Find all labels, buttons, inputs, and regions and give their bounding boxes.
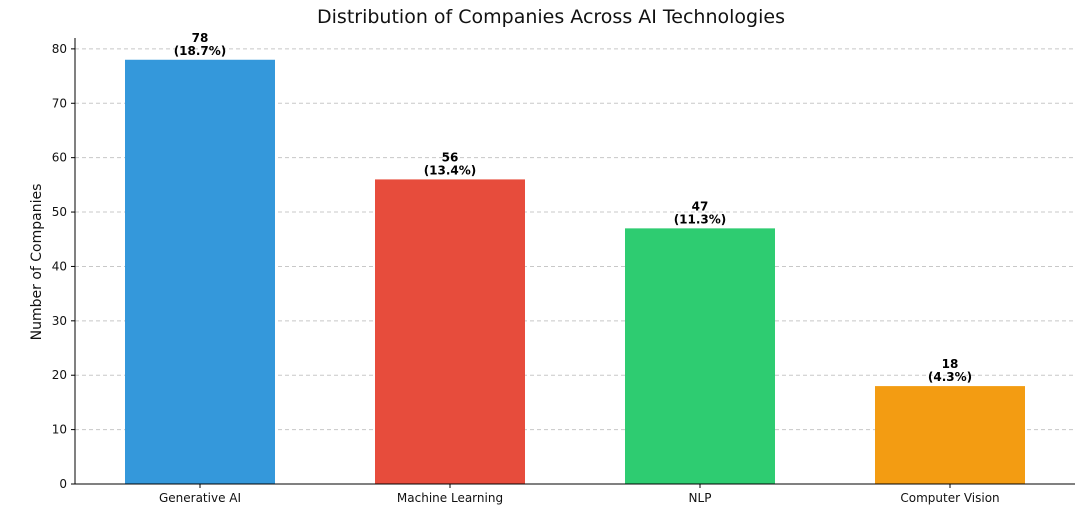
- x-tick-label: Computer Vision: [900, 491, 999, 505]
- y-tick-label: 60: [52, 151, 67, 165]
- labels: 0 10 20 30 40 50 60 70 80 78(18.7%) Generative AI 5…: [52, 31, 1000, 505]
- bar-percent-label: (4.3%): [928, 370, 972, 384]
- bar-value-label: 18: [942, 357, 959, 371]
- bar-value-label: 56: [442, 150, 459, 164]
- bars: [125, 59, 1025, 485]
- y-tick-label: 70: [52, 96, 67, 110]
- bar-generative-ai: [125, 59, 275, 484]
- y-tick-label: 40: [52, 259, 67, 273]
- bar-percent-label: (18.7%): [174, 44, 227, 58]
- x-tick-label: Generative AI: [159, 491, 241, 505]
- bar-computer-vision: [875, 386, 1025, 484]
- y-axis-label: Number of Companies: [29, 184, 45, 341]
- y-tick-label: 20: [52, 368, 67, 382]
- y-tick-label: 80: [52, 42, 67, 56]
- bar-value-label: 78: [192, 31, 209, 45]
- y-tick-label: 10: [52, 423, 67, 437]
- y-tick-label: 0: [59, 477, 67, 491]
- bar-percent-label: (11.3%): [674, 212, 727, 226]
- bar-machine-learning: [375, 179, 525, 485]
- bar-value-label: 47: [692, 199, 709, 213]
- gridlines: [75, 48, 1075, 431]
- axes: [71, 38, 1075, 488]
- bar-nlp: [625, 228, 775, 484]
- y-tick-label: 50: [52, 205, 67, 219]
- x-tick-label: NLP: [689, 491, 712, 505]
- bar-percent-label: (13.4%): [424, 163, 477, 177]
- y-tick-label: 30: [52, 314, 67, 328]
- chart-title: Distribution of Companies Across AI Tech…: [317, 6, 785, 28]
- x-tick-label: Machine Learning: [397, 491, 503, 505]
